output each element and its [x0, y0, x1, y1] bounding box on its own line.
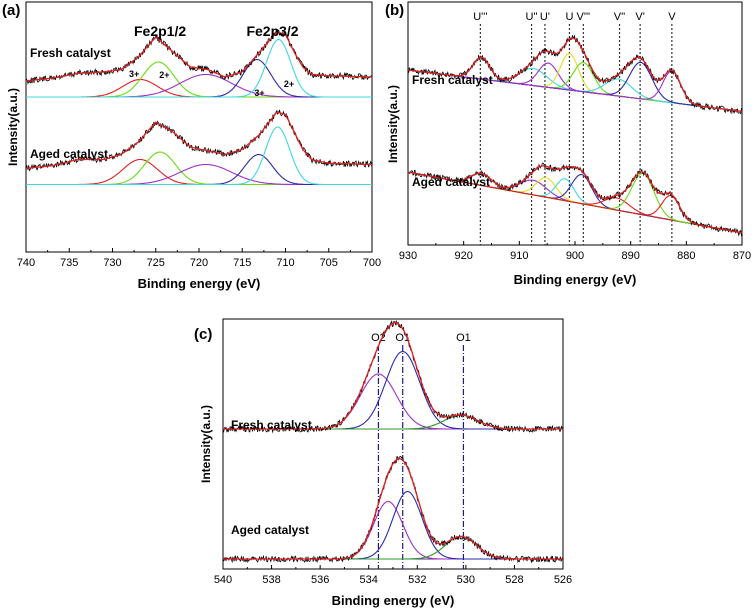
- sample-label: Fresh catalyst: [231, 418, 312, 432]
- peak-label: U'': [526, 11, 538, 23]
- x-tick-label: 526: [554, 574, 572, 586]
- x-tick-label: 735: [60, 257, 78, 269]
- peak-label: V''': [577, 11, 591, 23]
- x-tick-label: 870: [733, 250, 751, 262]
- component-peak: [26, 163, 372, 186]
- peak-label: O2: [371, 332, 386, 344]
- peak-label: V: [668, 11, 676, 23]
- fitted-envelope: [25, 111, 372, 169]
- raw-spectrum: [222, 319, 564, 434]
- fitted-envelope: [223, 322, 563, 430]
- fitted-envelope: [407, 37, 743, 112]
- peak-annotation: Fe2p3/2: [246, 23, 298, 39]
- panel-b-label: (b): [385, 2, 404, 19]
- panel-a-xlabel: Binding energy (eV): [138, 276, 261, 291]
- panel-c: (c) Binding energy (eV) Intensity(a.u.) …: [194, 318, 572, 608]
- x-tick-label: 910: [510, 250, 528, 262]
- peak-label: U': [540, 11, 550, 23]
- component-peak: [26, 126, 372, 186]
- panel-a-label: (a): [2, 2, 20, 19]
- x-tick-label: 890: [621, 250, 639, 262]
- component-peak: [26, 58, 372, 98]
- x-tick-label: 740: [17, 257, 35, 269]
- x-tick-label: 920: [454, 250, 472, 262]
- peak-label: V'': [614, 11, 626, 23]
- x-tick-label: 880: [677, 250, 695, 262]
- x-tick-label: 530: [457, 574, 475, 586]
- raw-spectrum: [407, 162, 743, 237]
- peak-annotation: 2+: [284, 79, 294, 89]
- x-tick-label: 900: [566, 250, 584, 262]
- peak-label: V': [635, 11, 644, 23]
- x-tick-label: 528: [505, 574, 523, 586]
- component-peak: [26, 158, 372, 186]
- sample-label: Aged catalyst: [412, 175, 490, 189]
- panel-b-ylabel: Intensity(a.u.): [386, 85, 400, 163]
- panel-c-xlabel: Binding energy (eV): [332, 593, 455, 608]
- component-peak: [26, 78, 372, 98]
- panel-c-label: (c): [194, 326, 212, 343]
- peak-label: U: [565, 11, 573, 23]
- panel-b-xlabel: Binding energy (eV): [514, 272, 637, 287]
- x-tick-label: 536: [311, 574, 329, 586]
- peak-label: U''': [473, 11, 487, 23]
- raw-spectrum: [222, 455, 564, 564]
- panel-b: (b) Binding energy (eV) Intensity(a.u.) …: [385, 1, 751, 287]
- fitted-envelope: [25, 31, 372, 82]
- component-peak: [26, 38, 372, 98]
- sample-label: Fresh catalyst: [30, 46, 111, 60]
- x-tick-label: 532: [408, 574, 426, 586]
- fitted-envelope: [407, 165, 743, 234]
- panel-a-frame: [25, 1, 373, 253]
- x-tick-label: 540: [214, 574, 232, 586]
- sample-label: Fresh catalyst: [412, 73, 493, 87]
- raw-spectrum: [407, 34, 743, 115]
- component-peak: [223, 535, 563, 560]
- peak-annotation: 3+: [254, 88, 264, 98]
- x-tick-label: 730: [103, 257, 121, 269]
- sample-label: Aged catalyst: [30, 147, 108, 161]
- component-peak: [26, 73, 372, 98]
- peak-annotation: Fe2p1/2: [134, 23, 186, 39]
- x-tick-label: 715: [233, 257, 251, 269]
- x-tick-label: 930: [399, 250, 417, 262]
- x-tick-label: 700: [363, 257, 381, 269]
- fitted-envelope: [223, 458, 563, 560]
- panel-a-ylabel: Intensity(a.u.): [6, 88, 20, 166]
- peak-label: O1: [456, 332, 471, 344]
- x-tick-label: 705: [320, 257, 338, 269]
- panel-a: (a) Binding energy (eV) Intensity(a.u.) …: [2, 1, 381, 291]
- panel-c-ylabel: Intensity(a.u.): [199, 405, 213, 483]
- x-tick-label: 534: [360, 574, 378, 586]
- peak-annotation: 3+: [129, 69, 139, 79]
- x-tick-label: 710: [276, 257, 294, 269]
- peak-annotation: 2+: [159, 70, 169, 80]
- sample-label: Aged catalyst: [231, 523, 309, 537]
- x-tick-label: 720: [190, 257, 208, 269]
- x-tick-label: 725: [147, 257, 165, 269]
- x-tick-label: 538: [262, 574, 280, 586]
